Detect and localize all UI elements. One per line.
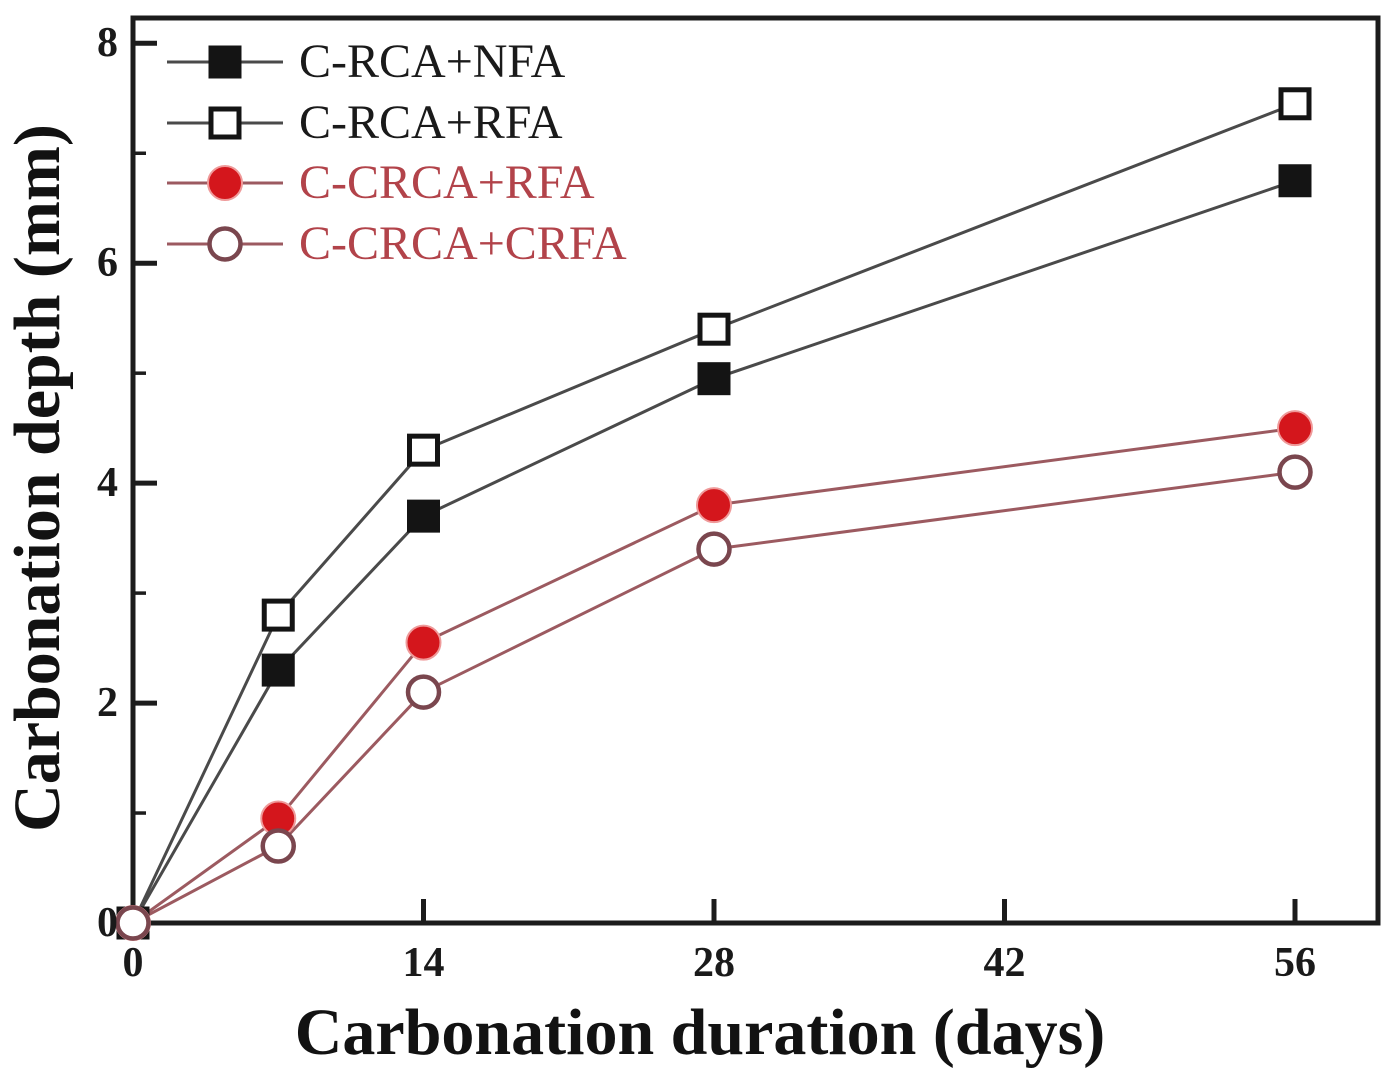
data-point-C-CRCA+CRFA — [115, 905, 151, 941]
y-tick-label-0: 0 — [97, 900, 118, 946]
data-point-C-RCA+RFA — [407, 433, 440, 467]
plot-frame — [130, 15, 1381, 926]
legend-item-c-crca-crfa: C-CRCA+CRFA — [163, 214, 627, 275]
legend-item-c-crca-rfa: C-CRCA+RFA — [163, 153, 627, 214]
legend-marker-filled-circle-icon — [167, 165, 283, 202]
data-point-C-CRCA+CRFA — [696, 531, 732, 567]
data-point-C-RCA+RFA — [697, 312, 731, 346]
y-tick-label-2: 2 — [97, 680, 118, 727]
data-point-C-CRCA+RFA — [405, 624, 442, 661]
legend-marker-open-circle-icon — [167, 226, 283, 262]
data-point-C-CRCA+CRFA — [1277, 454, 1313, 490]
legend-label: C-CRCA+CRFA — [299, 216, 627, 270]
legend-marker-C-CRCA+RFA — [207, 165, 243, 202]
x-tick-label-42: 42 — [983, 940, 1026, 986]
legend-marker-C-RCA+RFA — [208, 106, 242, 140]
legend-marker-open-square-icon — [167, 106, 283, 140]
y-axis-title: Carbonation depth (mm) — [1, 124, 74, 832]
y-tick-label-6: 6 — [97, 240, 118, 287]
legend-label: C-RCA+RFA — [299, 95, 563, 149]
data-point-C-RCA+NFA — [407, 499, 440, 533]
data-point-C-RCA+NFA — [1278, 164, 1312, 198]
legend-item-c-rca-rfa: C-RCA+RFA — [163, 93, 627, 154]
legend-label: C-RCA+NFA — [299, 35, 566, 89]
data-point-C-RCA+NFA — [697, 362, 731, 396]
data-point-C-RCA+RFA — [261, 598, 295, 632]
x-tick-label-14: 14 — [402, 940, 445, 986]
y-tick-label-8: 8 — [97, 20, 118, 67]
legend-marker-C-CRCA+CRFA — [207, 226, 243, 262]
data-point-C-RCA+RFA — [1278, 87, 1312, 121]
data-point-C-CRCA+CRFA — [405, 674, 442, 710]
legend-label: C-CRCA+RFA — [299, 156, 595, 210]
chart-legend: C-RCA+NFA C-RCA+RFA C-CRCA+RFA C-CRCA+CR… — [163, 32, 627, 274]
data-point-C-RCA+NFA — [261, 653, 295, 687]
x-tick-label-0: 0 — [122, 940, 144, 986]
x-axis-title: Carbonation duration (days) — [294, 996, 1106, 1069]
x-tick-label-56: 56 — [1274, 940, 1316, 986]
legend-item-c-rca-nfa: C-RCA+NFA — [163, 32, 627, 93]
y-tick-label-4: 4 — [97, 460, 118, 507]
data-point-C-CRCA+CRFA — [260, 828, 296, 864]
data-point-C-CRCA+RFA — [696, 487, 732, 524]
x-tick-label-28: 28 — [693, 940, 735, 986]
legend-marker-C-RCA+NFA — [208, 45, 242, 79]
legend-marker-filled-square-icon — [167, 45, 283, 79]
data-point-C-CRCA+RFA — [1277, 410, 1313, 447]
